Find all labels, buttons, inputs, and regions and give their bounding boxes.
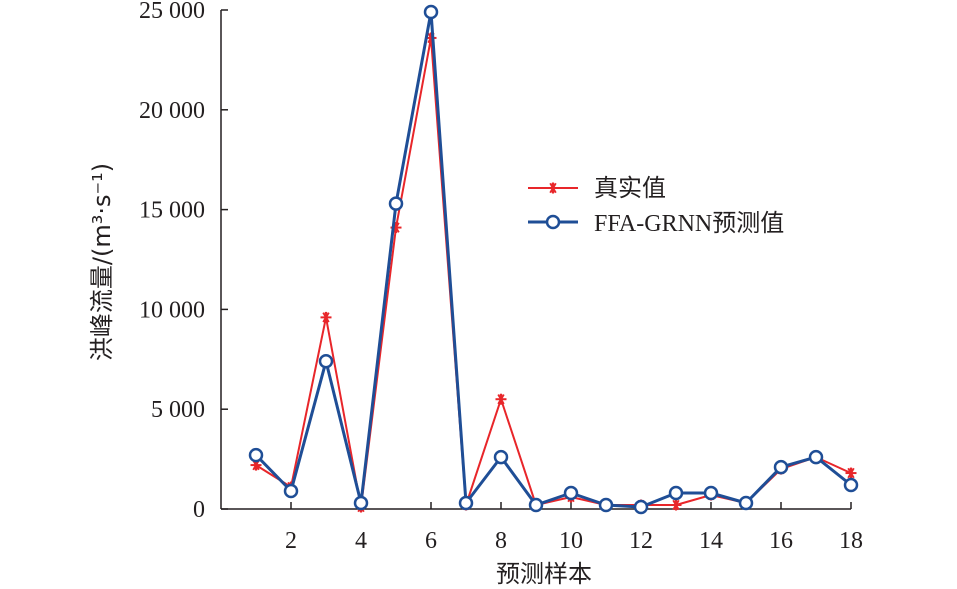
series-predicted-line <box>254 10 852 509</box>
x-tick-label: 4 <box>355 528 367 554</box>
data-point-predicted <box>283 483 299 499</box>
y-tick-label: 0 <box>193 497 205 523</box>
data-point-predicted <box>388 196 404 211</box>
legend-label-predicted: FFA-GRNN预测值 <box>594 210 784 237</box>
x-ticks: 2 4 6 8 10 12 14 16 18 <box>285 502 863 554</box>
legend: 真实值 FFA-GRNN预测值 <box>528 175 784 237</box>
data-point-real <box>320 311 332 323</box>
data-point-predicted <box>423 4 439 20</box>
data-point-predicted <box>738 495 754 511</box>
legend-marker-predicted <box>545 214 561 230</box>
x-tick-label: 8 <box>495 528 507 554</box>
data-point-predicted <box>843 477 859 493</box>
y-tick-label: 20 000 <box>139 98 205 124</box>
axes <box>220 10 851 510</box>
data-point-predicted <box>773 459 789 475</box>
data-point-predicted <box>633 499 649 515</box>
data-point-real <box>495 393 507 405</box>
data-point-predicted <box>493 449 509 465</box>
y-tick-label: 15 000 <box>139 198 205 224</box>
data-point-predicted <box>248 447 264 463</box>
series-layer <box>248 4 859 515</box>
data-point-predicted <box>353 495 369 511</box>
x-tick-label: 14 <box>699 528 723 554</box>
x-tick-label: 18 <box>839 528 863 554</box>
data-point-predicted <box>458 495 474 511</box>
data-point-real <box>845 467 857 479</box>
data-point-predicted <box>318 354 334 369</box>
data-point-predicted <box>808 449 824 465</box>
y-tick-label: 10 000 <box>139 297 205 323</box>
data-point-predicted <box>528 497 544 513</box>
data-point-predicted <box>563 485 579 501</box>
y-tick-label: 25 000 <box>139 0 205 24</box>
series-real <box>250 32 857 513</box>
x-tick-label: 12 <box>629 528 653 554</box>
data-point-predicted <box>668 485 684 501</box>
y-ticks: 0 5 000 10 000 15 000 20 000 25 000 <box>139 0 228 523</box>
data-point-predicted <box>598 497 614 513</box>
legend-marker-real <box>547 182 559 194</box>
x-tick-label: 2 <box>285 528 297 554</box>
x-tick-label: 10 <box>559 528 583 554</box>
x-tick-label: 6 <box>425 528 437 554</box>
data-point-predicted <box>703 485 719 501</box>
y-axis-title: 洪峰流量/(m³·s⁻¹) <box>88 163 116 361</box>
series-predicted <box>248 4 859 515</box>
legend-label-real: 真实值 <box>594 175 666 202</box>
y-tick-label: 5 000 <box>151 397 205 423</box>
x-axis-title: 预测样本 <box>496 560 592 588</box>
legend-asterisk <box>547 182 559 194</box>
x-tick-label: 16 <box>769 528 793 554</box>
data-point-real <box>670 499 682 511</box>
